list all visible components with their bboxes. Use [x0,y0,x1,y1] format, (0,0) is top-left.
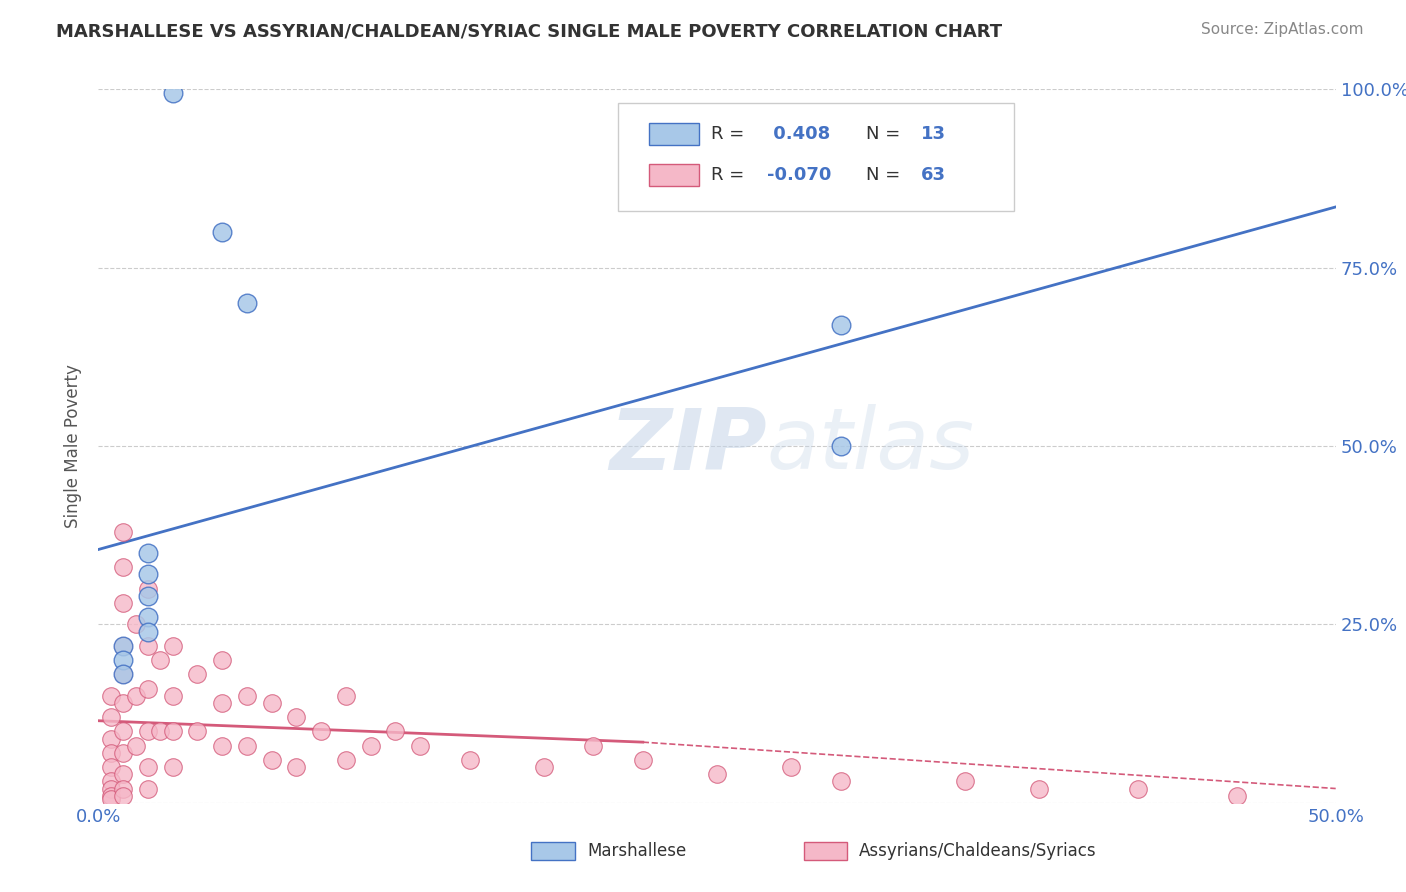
Point [706,767,728,781]
Text: 63: 63 [921,166,946,184]
Point [100,689,122,703]
Point [136,546,159,560]
Point [100,710,122,724]
Point [112,667,135,681]
Point [285,760,308,774]
Point [236,296,259,310]
Point [136,567,159,582]
Text: 0.408: 0.408 [766,125,830,143]
Text: N =: N = [866,125,905,143]
Point [100,789,122,803]
Point [112,781,135,796]
Point [136,639,159,653]
Text: atlas: atlas [766,404,974,488]
Point [136,610,159,624]
Text: MARSHALLESE VS ASSYRIAN/CHALDEAN/SYRIAC SINGLE MALE POVERTY CORRELATION CHART: MARSHALLESE VS ASSYRIAN/CHALDEAN/SYRIAC … [56,22,1002,40]
Text: -0.070: -0.070 [766,166,831,184]
Point [211,225,233,239]
Point [112,746,135,760]
Point [112,696,135,710]
Point [112,789,135,803]
Point [149,724,172,739]
Text: N =: N = [866,166,905,184]
Point [162,724,184,739]
Bar [650,164,699,186]
Text: R =: R = [711,125,749,143]
Point [136,582,159,596]
Point [162,639,184,653]
Point [236,739,259,753]
Bar [531,842,575,860]
Text: Marshallese: Marshallese [588,842,686,860]
Point [136,724,159,739]
Point [211,696,233,710]
Point [149,653,172,667]
Point [112,524,135,539]
Point [309,724,332,739]
Text: 13: 13 [921,125,946,143]
Point [100,781,122,796]
Point [236,689,259,703]
Y-axis label: Single Male Poverty: Single Male Poverty [65,364,83,528]
Point [112,767,135,781]
Point [112,560,135,574]
Point [136,624,159,639]
Point [260,753,283,767]
Point [100,731,122,746]
Point [211,739,233,753]
Point [162,760,184,774]
Point [112,639,135,653]
Point [112,724,135,739]
Point [124,739,146,753]
Point [124,689,146,703]
Point [186,667,208,681]
Point [458,753,481,767]
Point [136,589,159,603]
Point [186,724,208,739]
Point [582,739,605,753]
Text: Source: ZipAtlas.com: Source: ZipAtlas.com [1201,22,1364,37]
Point [211,653,233,667]
Point [830,774,852,789]
Point [533,760,555,774]
Point [830,439,852,453]
Point [100,792,122,806]
Point [112,653,135,667]
Text: R =: R = [711,166,749,184]
Point [953,774,976,789]
Point [162,689,184,703]
Point [136,681,159,696]
Point [112,639,135,653]
Point [112,667,135,681]
Point [830,318,852,332]
Point [100,760,122,774]
Point [124,617,146,632]
Point [360,739,382,753]
Point [100,774,122,789]
Point [335,689,357,703]
Point [780,760,803,774]
Text: ZIP: ZIP [609,404,766,488]
Bar [650,123,699,145]
Point [100,746,122,760]
Point [409,739,432,753]
Point [136,760,159,774]
Point [631,753,654,767]
FancyBboxPatch shape [619,103,1014,211]
Point [1028,781,1050,796]
Point [1126,781,1149,796]
Point [162,86,184,100]
Point [335,753,357,767]
Point [384,724,406,739]
Point [112,596,135,610]
Text: Assyrians/Chaldeans/Syriacs: Assyrians/Chaldeans/Syriacs [859,842,1097,860]
Point [285,710,308,724]
Bar [804,842,846,860]
Point [260,696,283,710]
Point [136,781,159,796]
Point [1226,789,1249,803]
